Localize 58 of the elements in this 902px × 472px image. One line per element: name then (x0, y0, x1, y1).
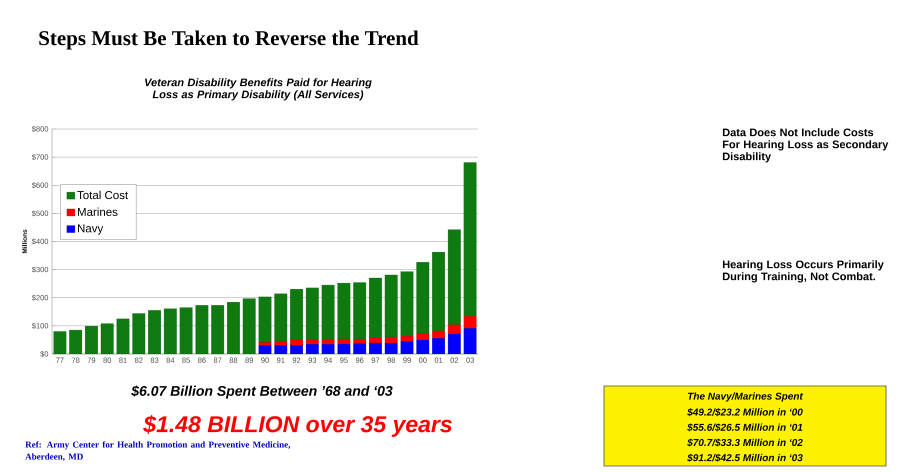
bar (322, 284, 335, 340)
bar (432, 330, 445, 339)
bar (195, 305, 208, 354)
text: Hearing Loss Occurs Primarily During Training, Not Combat. (722, 260, 884, 283)
bar (69, 330, 82, 354)
text: $91.2/$42.5 Million in ‘03 (687, 454, 803, 462)
bar (416, 333, 430, 340)
chart-subtitle: Veteran Disability Benefits Paid for Hearing Loss as Primary Disability (All Services) (145, 78, 372, 100)
bar (448, 324, 461, 334)
bar (369, 338, 382, 344)
legend-label: Marines (78, 208, 118, 216)
bar (337, 338, 350, 344)
text: The Navy/Marines Spent (688, 392, 804, 402)
bar (274, 294, 288, 342)
bar (85, 326, 98, 354)
bar (290, 289, 303, 340)
bar (211, 305, 224, 354)
text: $6.07 Billion Spent Between ’68 and ‘03 (131, 385, 393, 399)
bar (258, 342, 272, 346)
bar (464, 162, 477, 317)
bar (148, 310, 161, 354)
bar (306, 340, 319, 345)
bar (306, 288, 319, 340)
text: Ref: Army Center for Health Promotion and Preventive Medicine, Aberdeen, MD (25, 441, 290, 461)
bar (400, 336, 414, 342)
text: $1.48 BILLION over 35 years (143, 415, 452, 437)
bar (432, 338, 445, 354)
text: Data Does Not Include Costs For Hearing Loss as Secondary Disability (722, 128, 888, 162)
bar (416, 262, 430, 334)
bar (164, 308, 177, 354)
bar (100, 323, 114, 354)
text: $49.2/$23.2 Million in ‘00 (687, 408, 803, 416)
bar (384, 274, 398, 338)
bar (132, 313, 146, 354)
chart-title: Steps Must Be Taken to Reverse the Trend (39, 30, 418, 50)
bar (258, 296, 272, 343)
legend-label: Navy (78, 224, 104, 235)
bar (180, 307, 193, 354)
bar (464, 316, 477, 328)
bar (400, 271, 414, 336)
bar (53, 331, 66, 354)
bar (464, 328, 477, 354)
bar (353, 338, 366, 344)
bar (290, 340, 303, 346)
bar (448, 334, 461, 354)
bar (322, 340, 335, 345)
legend-label: Total Cost (77, 190, 128, 200)
bar (116, 318, 130, 354)
text: $55.6/$26.5 Million in ‘01 (687, 423, 802, 432)
bar (448, 230, 461, 325)
bar (384, 336, 398, 344)
bar (369, 278, 382, 338)
bar (337, 282, 350, 340)
bar (432, 252, 445, 332)
bar (242, 298, 256, 354)
text: $70.7/$33.3 Million in ‘02 (687, 438, 803, 447)
bar (227, 302, 240, 354)
bar (353, 282, 366, 340)
